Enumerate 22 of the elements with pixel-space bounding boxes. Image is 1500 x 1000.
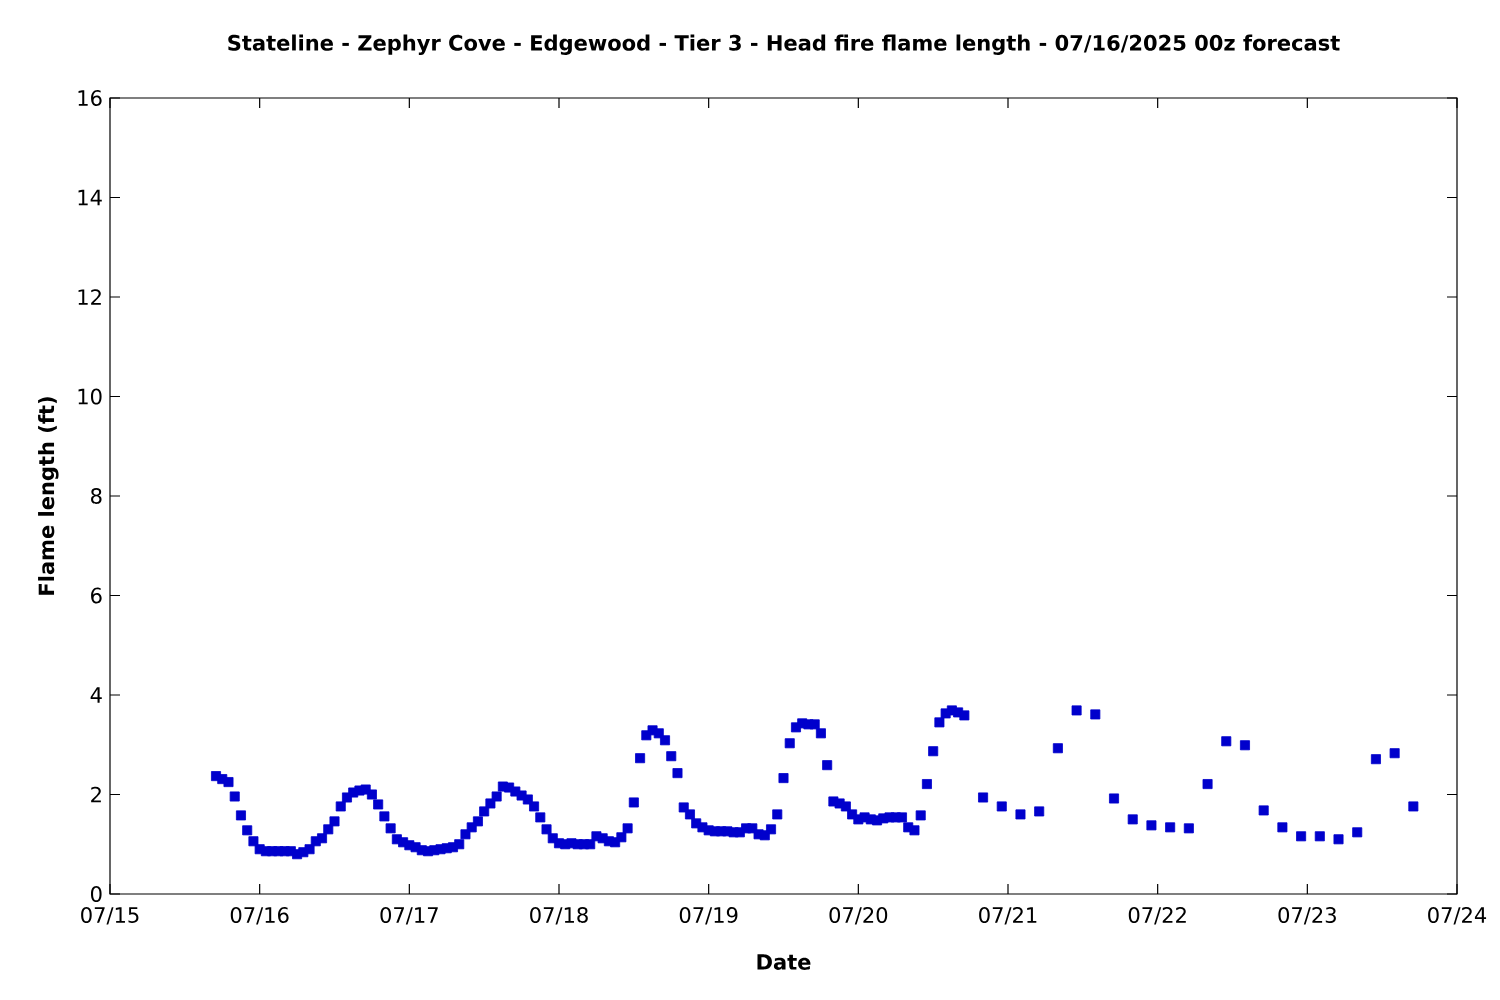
y-tick-label: 2 [91, 786, 101, 803]
y-tick-label: 4 [90, 687, 102, 703]
x-tick-label: 07/23 [1278, 907, 1336, 925]
x-tick-label: 07/21 [979, 907, 1037, 925]
y-tick-label: 0 [90, 886, 102, 902]
y-tick-label: 6 [91, 587, 102, 604]
y-tick-label: 16 [78, 90, 102, 106]
x-tick-label: 07/24 [1428, 907, 1487, 925]
y-axis-title: Flame length (ft) [38, 397, 59, 595]
x-tick-label: 07/15 [81, 907, 139, 925]
x-tick-label: 07/22 [1128, 907, 1186, 925]
y-tick-label: 10 [78, 388, 102, 405]
x-tick-label: 07/17 [380, 907, 438, 925]
x-tick-label: 07/20 [829, 907, 888, 925]
y-tick-label: 14 [78, 189, 102, 206]
x-axis-title: Date [757, 954, 811, 970]
y-tick-label: 12 [78, 289, 101, 305]
x-tick-label: 07/18 [530, 907, 588, 925]
y-tick-label: 8 [91, 488, 102, 504]
x-tick-label: 07/19 [679, 907, 738, 925]
chart-title: Stateline - Zephyr Cove - Edgewood - Tier 3 - Head fire flame length - 07/16/2025 00z forecast [228, 34, 1340, 55]
x-tick-label: 07/16 [230, 907, 289, 925]
